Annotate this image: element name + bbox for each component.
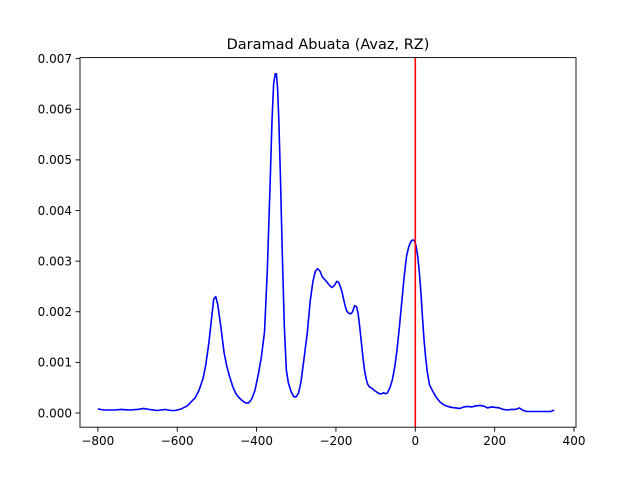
plot-area [97, 57, 555, 428]
chart-title: Daramad Abuata (Avaz, RZ) [227, 37, 430, 53]
axes-frame [79, 57, 577, 428]
y-tick-label: 0.000 [38, 406, 72, 420]
y-tick-label: 0.007 [38, 52, 72, 66]
y-tick-label: 0.003 [38, 254, 72, 268]
axes: −800 −600 −400 −200 0 200 400 0.000 0.001 0.002 0.… [38, 52, 586, 448]
x-tick-label: −200 [319, 434, 352, 448]
y-tick-label: 0.001 [38, 356, 72, 370]
y-tick-label: 0.004 [38, 204, 72, 218]
y-tick-label: 0.005 [38, 153, 72, 167]
y-tick-label: 0.002 [38, 305, 72, 319]
x-tick-label: 200 [483, 434, 506, 448]
x-tick-label: −800 [81, 434, 114, 448]
y-tick-label: 0.006 [38, 103, 72, 117]
x-tick-label: −400 [240, 434, 273, 448]
x-tick-label: −600 [161, 434, 194, 448]
x-tick-label: 400 [563, 434, 586, 448]
series-line-0 [97, 73, 555, 413]
x-tick-label: 0 [411, 434, 419, 448]
